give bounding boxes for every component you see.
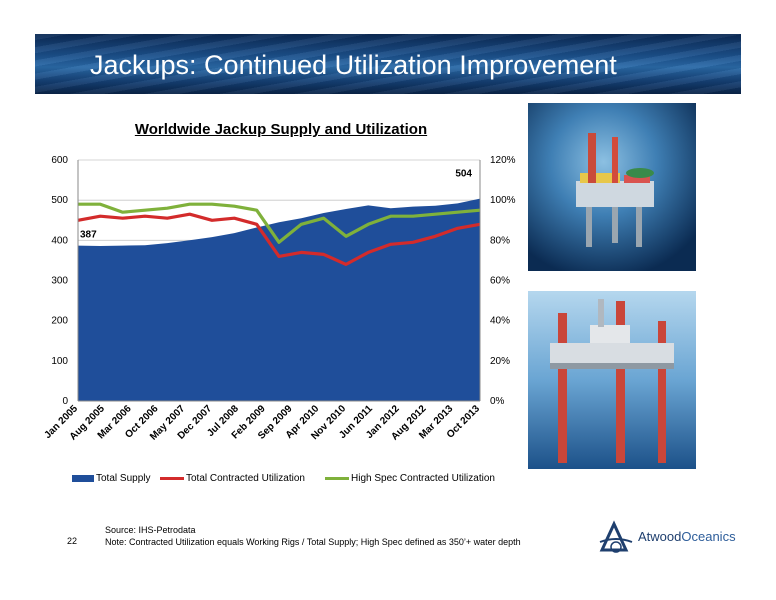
atwood-logo-icon: [599, 520, 633, 553]
y-right-tick-label: 120%: [490, 155, 516, 166]
legend-label-high-spec-utilization: High Spec Contracted Utilization: [351, 473, 495, 484]
logo-word-oceanics: Oceanics: [681, 529, 736, 544]
page-number: 22: [67, 536, 78, 546]
logo-word-atwood: Atwood: [638, 529, 682, 544]
high-spec-contracted-utilization-line: [78, 202, 481, 244]
supply-start-label: 387: [80, 230, 97, 241]
y-left-tick-label: 500: [51, 195, 68, 206]
legend-swatch-total-utilization: [160, 476, 184, 480]
source-note: Source: IHS-Petrodata: [105, 525, 196, 535]
jackup-rig-photo-top: [528, 103, 696, 271]
y-left-tick-label: 400: [51, 235, 68, 246]
total-supply-area: [78, 198, 480, 401]
legend-swatch-high-spec-utilization: [325, 476, 349, 480]
legend-swatch-total-supply: [72, 474, 94, 482]
y-left-tick-label: 600: [51, 155, 68, 166]
legend-label-total-utilization: Total Contracted Utilization: [186, 473, 305, 484]
y-left-tick-label: 0: [62, 396, 68, 407]
y-right-tick-label: 40%: [490, 316, 510, 327]
y-left-tick-label: 200: [51, 316, 68, 327]
supply-end-label: 504: [455, 169, 472, 180]
total-contracted-utilization-line: [77, 212, 481, 266]
legend-item-total-utilization: Total Contracted Utilization: [160, 473, 305, 484]
page-title: Jackups: Continued Utilization Improveme…: [90, 50, 617, 80]
supply-utilization-chart: 0 100 200 300 400 500 600 0% 20% 40% 60% 80% 100% 120…: [42, 155, 516, 443]
chart-legend: Total Supply Total Contracted Utilizatio…: [72, 473, 512, 487]
jackup-rig-photo-bottom: [528, 291, 696, 469]
atwood-oceanics-logo: AtwoodOceanics: [598, 520, 736, 558]
legend-item-total-supply: Total Supply: [72, 473, 150, 484]
y-right-tick-label: 80%: [490, 235, 510, 246]
y-right-tick-label: 60%: [490, 276, 510, 287]
definition-note: Note: Contracted Utilization equals Work…: [105, 537, 521, 547]
logo-wordmark: AtwoodOceanics: [638, 529, 736, 544]
legend-label-total-supply: Total Supply: [96, 473, 151, 484]
title-banner: Jackups: Continued Utilization Improveme…: [35, 34, 741, 94]
footer-notes: Source: IHS-Petrodata Note: Contracted U…: [105, 524, 521, 548]
y-right-tick-label: 100%: [490, 195, 516, 206]
y-left-tick-label: 300: [51, 276, 68, 287]
y-right-tick-label: 0%: [490, 396, 505, 407]
y-right-tick-label: 20%: [490, 356, 510, 367]
legend-item-high-spec-utilization: High Spec Contracted Utilization: [325, 473, 495, 484]
y-left-tick-label: 100: [51, 356, 68, 367]
chart-title: Worldwide Jackup Supply and Utilization: [134, 121, 428, 138]
